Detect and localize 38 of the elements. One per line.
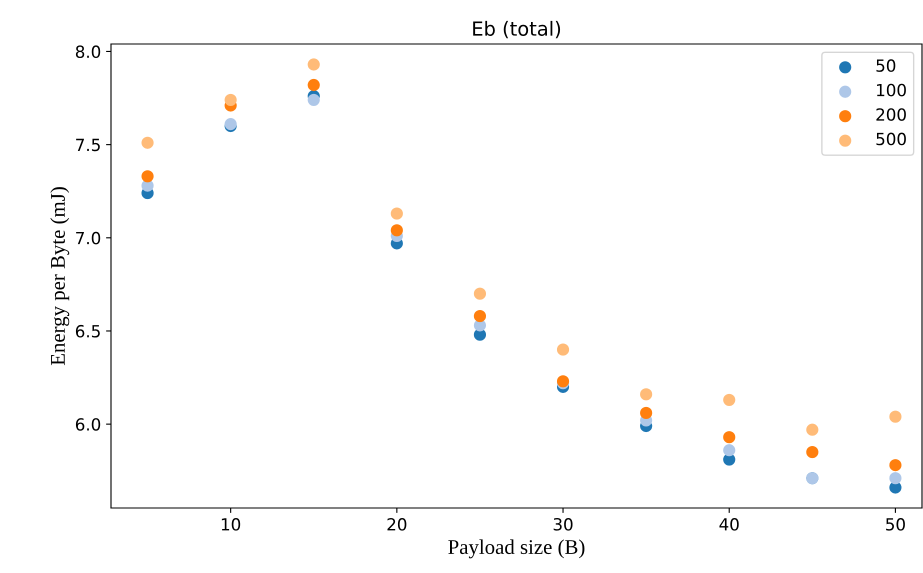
- legend-label: 50: [876, 59, 896, 72]
- point: [141, 136, 154, 149]
- point: [640, 406, 652, 420]
- point: [390, 208, 403, 220]
- point: [308, 94, 320, 106]
- point: [889, 459, 902, 472]
- y-tick-label: 6.0: [76, 418, 100, 431]
- y-tick-label: 7.0: [76, 232, 100, 244]
- x-tick-label: 40: [719, 518, 739, 531]
- x-tick-label: 20: [387, 518, 406, 531]
- x-axis-title: Payload size (B): [448, 539, 584, 558]
- point: [723, 394, 736, 406]
- y-tick-label: 7.5: [76, 138, 100, 152]
- legend-label: 100: [877, 84, 906, 96]
- point: [308, 78, 320, 92]
- legend-label: 200: [876, 108, 906, 121]
- point: [390, 224, 403, 236]
- y-tick-label: 6.5: [76, 324, 100, 338]
- point: [723, 444, 736, 456]
- y-tick-label: 8.0: [76, 45, 100, 58]
- point: [308, 58, 320, 71]
- point: [723, 431, 736, 444]
- point: [889, 410, 902, 423]
- point: [640, 388, 652, 400]
- chart-title: Eb (total): [473, 20, 560, 38]
- x-tick-label: 30: [554, 518, 573, 531]
- point: [474, 310, 486, 322]
- legend-label: 500: [876, 132, 906, 146]
- point: [806, 446, 818, 458]
- point: [889, 472, 902, 484]
- x-tick-label: 50: [886, 518, 905, 531]
- y-axis-title: Energy per Byte (mJ): [50, 187, 70, 366]
- point: [556, 344, 570, 356]
- point: [474, 288, 486, 300]
- point: [224, 94, 237, 106]
- x-tick-label: 10: [222, 518, 240, 531]
- point: [141, 170, 154, 182]
- point: [806, 424, 818, 436]
